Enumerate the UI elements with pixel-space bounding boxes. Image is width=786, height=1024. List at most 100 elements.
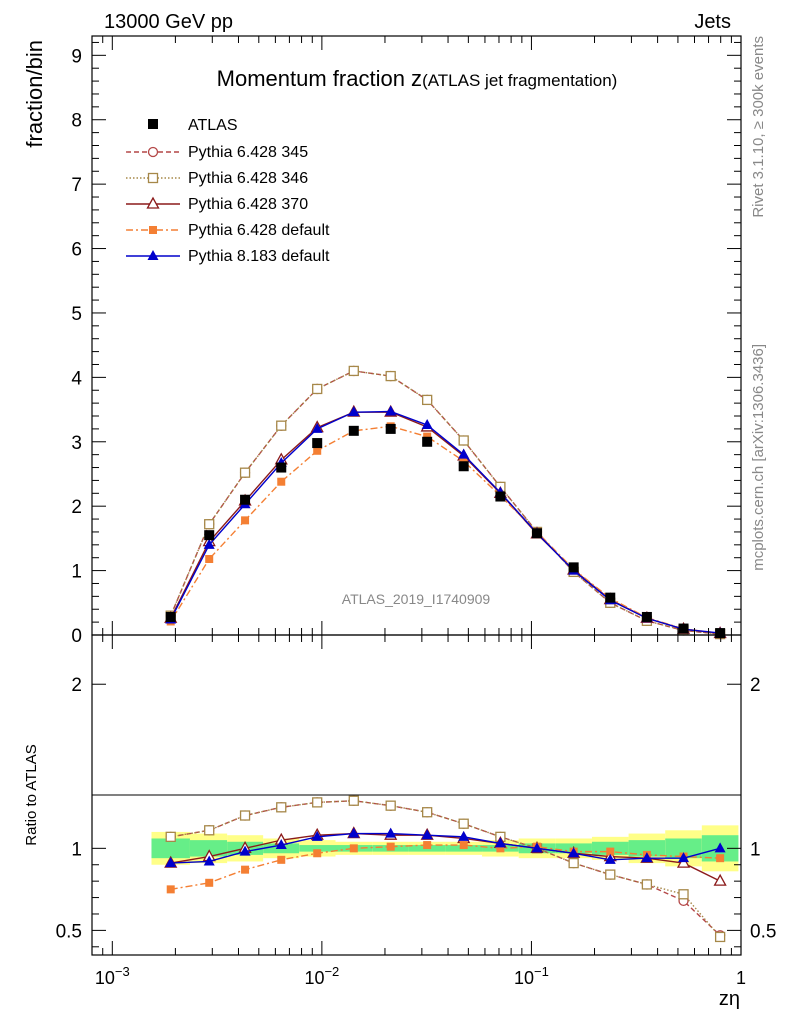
x-tick-base: 1 [736, 968, 746, 988]
series-point-main [205, 554, 214, 563]
series-point-ratio [531, 842, 543, 853]
ratio-y-tick-label-left: 1 [71, 839, 82, 860]
data-point [348, 425, 359, 436]
series-point-ratio [713, 873, 727, 886]
series-point-ratio [421, 829, 433, 840]
legend-marker [147, 250, 159, 260]
ratio-y-tick-label-right: 0.5 [750, 921, 776, 942]
series-line-ratio [170, 800, 721, 938]
legend-marker-atlas [148, 119, 158, 129]
series-point-ratio [165, 831, 176, 842]
data-point [422, 436, 433, 447]
series-point-ratio [275, 839, 287, 850]
legend-label: Pythia 6.428 345 [188, 144, 308, 161]
x-tick-exponent: −3 [115, 964, 130, 979]
series-point-ratio [312, 797, 323, 808]
series-point-ratio [311, 830, 323, 841]
chart-title-main: Momentum fraction z [217, 66, 422, 91]
ratio-band-inner [299, 845, 336, 852]
series-line-ratio [170, 844, 721, 891]
ratio-band-inner [189, 840, 228, 857]
series-point-main [204, 519, 215, 530]
legend-marker [147, 146, 159, 158]
series-line-main [170, 410, 721, 634]
y-tick-label: 4 [71, 368, 82, 389]
y-tick-label: 1 [71, 562, 82, 583]
series-line-main [170, 370, 721, 635]
data-point [276, 462, 287, 473]
x-tick-base: 10 [514, 968, 534, 988]
series-point-ratio [385, 800, 396, 811]
series-point-ratio [459, 841, 468, 850]
series-point-ratio [568, 857, 579, 869]
data-point [605, 592, 616, 603]
data-point [641, 611, 652, 622]
series-point-ratio [458, 830, 470, 841]
legend-label: Pythia 6.428 346 [188, 170, 308, 187]
series-point-main [459, 457, 468, 466]
x-tick-exponent: −2 [324, 964, 339, 979]
series-point-ratio [313, 849, 322, 858]
legend-label: Pythia 8.183 default [188, 248, 330, 265]
series-point-main [458, 448, 470, 459]
ratio-y-tick-label-right: 2 [750, 675, 761, 696]
header-category: Jets [694, 11, 731, 33]
data-point [715, 628, 726, 639]
series-point-ratio [605, 869, 616, 880]
ratio-y-tick-label-left: 2 [71, 675, 82, 696]
series-point-main [385, 405, 397, 416]
series-point-ratio [166, 885, 175, 894]
header-energy: 13000 GeV pp [104, 11, 233, 33]
legend-marker [146, 196, 160, 209]
ratio-band-inner [628, 840, 666, 857]
legend-label: Pythia 6.428 370 [188, 196, 308, 213]
legend-series: Pythia 6.428 345 Pythia 6.428 346 Pythia 6… [126, 144, 330, 265]
series-point-ratio [604, 853, 616, 864]
x-tick-label: 1 [736, 968, 746, 988]
series-point-main [311, 422, 323, 433]
ratio-uncertainty-bands [151, 825, 739, 872]
series-point-ratio [239, 845, 251, 856]
x-tick-label: 10−2 [304, 964, 339, 988]
ratio-plot-frame [91, 634, 742, 956]
series-point-ratio [568, 847, 580, 858]
x-axis-label: zη [719, 988, 740, 1010]
ratio-y-tick-label-right: 1 [750, 839, 761, 860]
series-point-main [312, 383, 323, 395]
y-tick-label: 0 [71, 626, 82, 647]
series-line-main [170, 425, 721, 634]
y-tick-label: 2 [71, 497, 82, 518]
data-layer [165, 423, 726, 639]
data-point [678, 623, 689, 634]
ratio-y-tick-label-left: 0.5 [56, 921, 82, 942]
series-point-main [313, 446, 322, 455]
series-point-ratio [241, 865, 250, 874]
series-point-main [422, 394, 433, 406]
series-point-main [458, 435, 469, 446]
x-tick-exponent: −1 [534, 964, 549, 979]
x-tick-label: 10−3 [95, 964, 130, 988]
series-point-ratio [496, 844, 505, 853]
ratio-y-axis-label: Ratio to ATLAS [23, 744, 40, 845]
y-tick-label: 6 [71, 240, 82, 261]
data-point [531, 528, 542, 539]
data-point [240, 494, 251, 505]
x-tick-base: 10 [304, 968, 324, 988]
rivet-label: Rivet 3.1.10, ≥ 300k events [750, 36, 767, 218]
legend-label: Pythia 6.428 default [188, 222, 330, 239]
series-point-ratio [423, 841, 432, 850]
data-point [458, 461, 469, 472]
series-point-main [348, 406, 360, 417]
series-point-ratio [422, 807, 433, 818]
data-point [495, 491, 506, 502]
series-point-ratio [239, 810, 251, 821]
legend-marker [147, 172, 159, 184]
y-axis-label: fraction/bin [22, 40, 47, 148]
data-point [204, 530, 215, 541]
data-point [385, 423, 396, 434]
series-point-ratio [348, 795, 359, 806]
mcplots-label: mcplots.cern.ch [arXiv:1306.3436] [750, 344, 767, 571]
